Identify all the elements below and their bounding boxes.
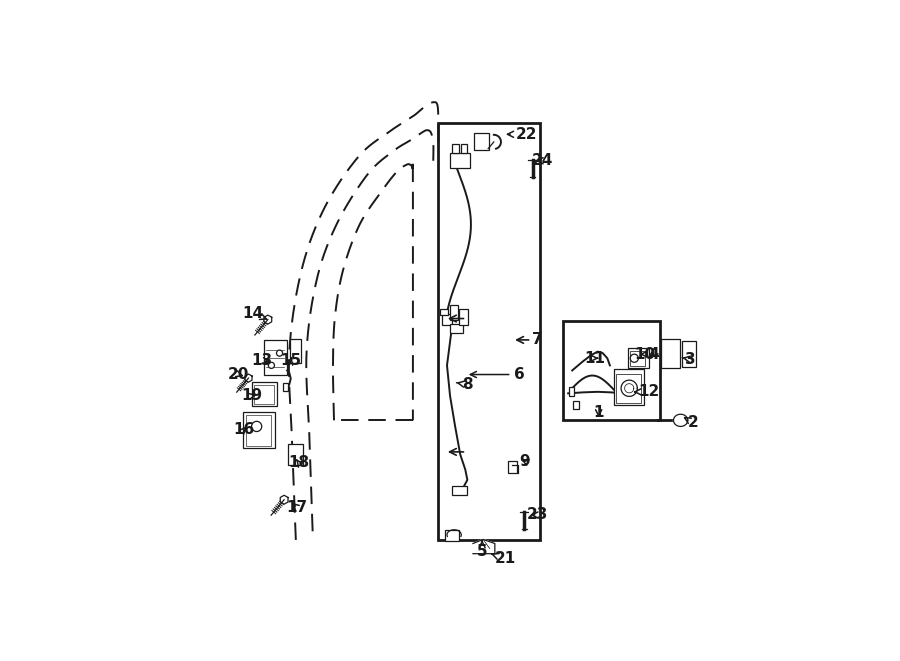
- Bar: [264, 340, 287, 375]
- Circle shape: [626, 393, 634, 399]
- Bar: [438, 122, 540, 540]
- Bar: [628, 348, 649, 368]
- Text: 22: 22: [508, 127, 537, 142]
- Bar: [459, 309, 468, 325]
- Circle shape: [276, 350, 283, 356]
- Bar: [452, 486, 467, 495]
- Text: 19: 19: [241, 389, 262, 403]
- Bar: [681, 342, 696, 367]
- Text: 20: 20: [228, 367, 249, 382]
- Text: 3: 3: [682, 352, 696, 367]
- Bar: [254, 385, 274, 404]
- Bar: [573, 401, 580, 409]
- Text: 24: 24: [532, 153, 554, 169]
- Bar: [445, 529, 459, 541]
- Bar: [440, 309, 448, 315]
- Bar: [616, 374, 641, 403]
- Bar: [450, 324, 463, 332]
- Text: 13: 13: [251, 353, 273, 368]
- Text: 12: 12: [634, 384, 659, 399]
- Text: 14: 14: [242, 306, 266, 321]
- Text: 4: 4: [648, 346, 659, 362]
- Text: 9: 9: [519, 453, 530, 469]
- Text: 2: 2: [685, 415, 698, 430]
- Text: 17: 17: [287, 500, 308, 516]
- Bar: [243, 412, 275, 448]
- Text: 11: 11: [584, 351, 605, 366]
- Bar: [508, 461, 517, 473]
- Polygon shape: [673, 414, 688, 426]
- Polygon shape: [245, 374, 252, 382]
- Bar: [288, 444, 303, 465]
- Text: 5: 5: [477, 541, 488, 559]
- Bar: [452, 145, 459, 153]
- Circle shape: [268, 362, 274, 368]
- Bar: [569, 387, 574, 396]
- Polygon shape: [280, 495, 288, 504]
- Bar: [661, 339, 680, 368]
- Bar: [284, 383, 288, 391]
- Text: 7: 7: [532, 332, 543, 348]
- Text: 15: 15: [280, 353, 302, 368]
- Text: 16: 16: [233, 422, 255, 437]
- Text: 23: 23: [526, 508, 548, 522]
- Text: 18: 18: [288, 455, 309, 469]
- Bar: [450, 305, 458, 319]
- Bar: [450, 153, 471, 168]
- Text: 21: 21: [491, 551, 516, 566]
- Bar: [246, 415, 272, 446]
- Circle shape: [252, 421, 262, 432]
- Bar: [252, 381, 277, 406]
- Bar: [614, 369, 644, 405]
- Bar: [474, 134, 489, 149]
- Polygon shape: [473, 539, 495, 554]
- Text: 10: 10: [634, 346, 655, 362]
- Polygon shape: [264, 315, 272, 324]
- Text: 6: 6: [471, 367, 526, 382]
- Bar: [290, 339, 301, 364]
- Bar: [630, 351, 645, 366]
- Bar: [442, 315, 452, 325]
- Text: 1: 1: [593, 405, 604, 420]
- Circle shape: [630, 354, 638, 362]
- Bar: [563, 321, 660, 420]
- Text: 8: 8: [456, 377, 472, 392]
- Bar: [462, 145, 467, 153]
